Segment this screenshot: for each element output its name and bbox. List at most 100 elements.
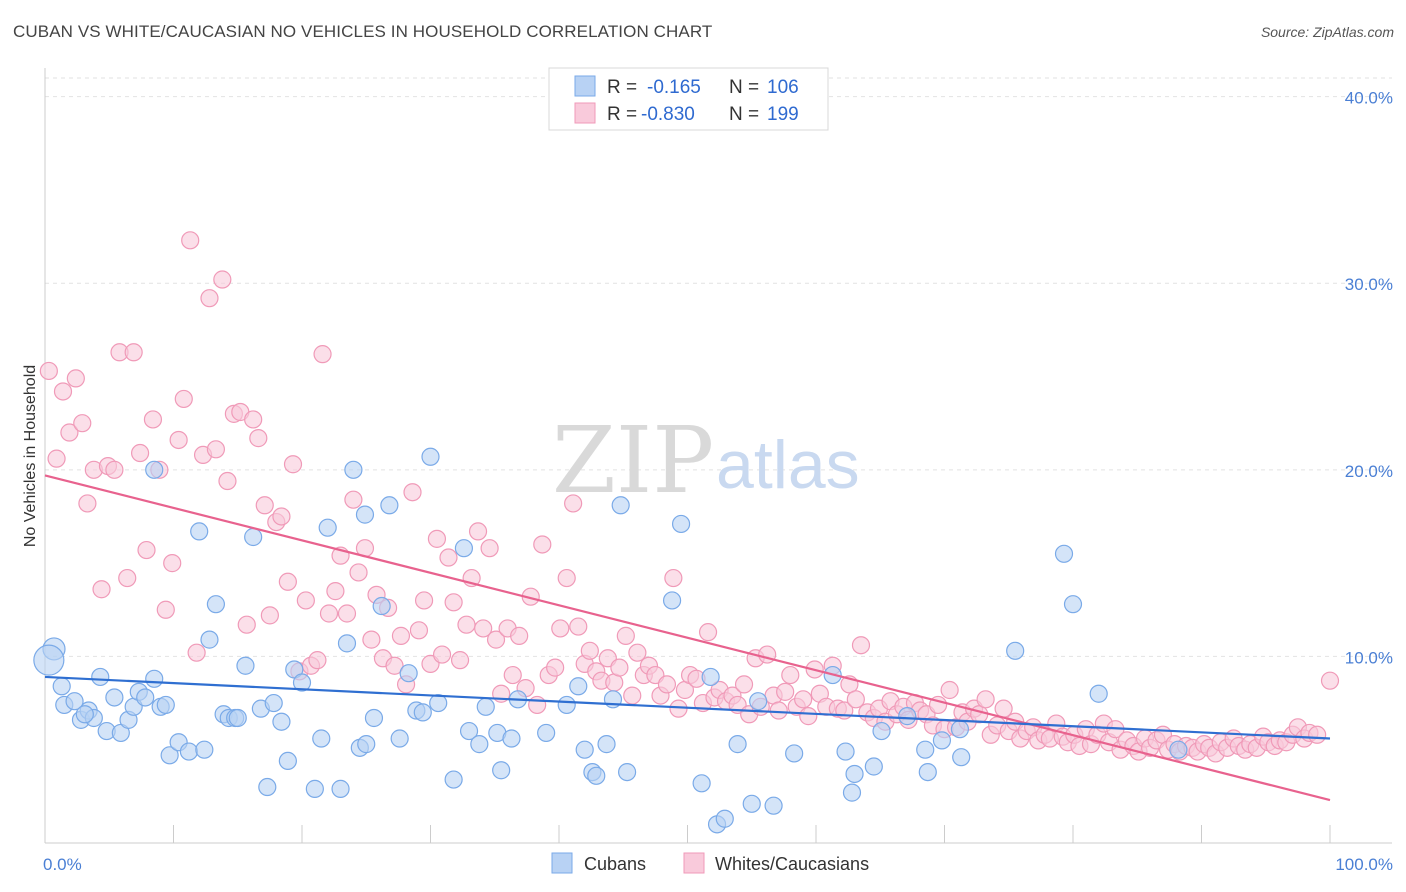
- point-whites: [444, 593, 463, 612]
- point-cubans: [1169, 740, 1188, 759]
- point-cubans: [444, 770, 463, 789]
- point-cubans: [952, 748, 971, 767]
- point-whites: [218, 471, 237, 491]
- point-cubans: [278, 751, 297, 771]
- point-whites: [564, 494, 583, 513]
- point-whites: [313, 345, 332, 364]
- point-whites: [181, 231, 200, 250]
- point-whites: [623, 686, 642, 705]
- y-tick-label: 20.0%: [1345, 462, 1393, 481]
- point-whites: [169, 430, 188, 450]
- point-cubans: [742, 794, 761, 813]
- point-cubans: [413, 703, 432, 722]
- point-whites: [569, 617, 588, 636]
- point-whites: [616, 626, 635, 645]
- y-tick-label: 30.0%: [1345, 275, 1393, 294]
- point-whites: [130, 443, 150, 463]
- point-cubans: [228, 708, 247, 728]
- point-whites: [244, 410, 263, 429]
- point-cubans: [33, 644, 65, 676]
- point-cubans: [611, 496, 630, 515]
- point-cubans: [105, 688, 124, 707]
- legend-r-label-2: R =: [607, 104, 637, 125]
- legend-n-value-2: 199: [767, 104, 799, 125]
- point-whites: [92, 580, 111, 599]
- point-whites: [213, 270, 232, 289]
- legend-n-label-1: N =: [729, 77, 759, 98]
- point-whites: [237, 615, 256, 634]
- x-tick-label-max: 100.0%: [1335, 855, 1393, 874]
- point-cubans: [136, 688, 155, 707]
- point-cubans: [258, 777, 277, 797]
- series-cubans-points: [33, 447, 1188, 834]
- point-cubans: [344, 460, 363, 479]
- point-whites: [468, 522, 488, 541]
- point-whites: [657, 675, 677, 694]
- point-cubans: [785, 744, 804, 763]
- point-whites: [533, 535, 552, 554]
- axes: [44, 68, 1392, 844]
- point-whites: [546, 658, 565, 677]
- point-cubans: [502, 729, 521, 748]
- chart-title: CUBAN VS WHITE/CAUCASIAN NO VEHICLES IN …: [13, 22, 713, 41]
- point-whites: [610, 658, 629, 677]
- legend-n-label-2: N =: [729, 104, 759, 125]
- point-cubans: [337, 634, 357, 653]
- point-cubans: [357, 735, 376, 754]
- point-whites: [510, 626, 529, 645]
- point-cubans: [91, 667, 110, 687]
- point-whites: [308, 651, 327, 670]
- point-cubans: [52, 677, 71, 696]
- point-cubans: [537, 723, 556, 743]
- point-whites: [66, 369, 85, 388]
- point-whites: [105, 460, 124, 479]
- point-whites: [799, 707, 818, 726]
- point-cubans: [399, 664, 418, 683]
- point-cubans: [587, 766, 606, 785]
- point-whites: [187, 643, 206, 662]
- point-whites: [73, 414, 92, 433]
- point-cubans: [75, 705, 94, 724]
- point-whites: [337, 604, 357, 623]
- point-cubans: [1006, 641, 1025, 660]
- point-whites: [480, 539, 499, 558]
- point-whites: [403, 483, 422, 502]
- point-whites: [432, 645, 452, 664]
- point-whites: [769, 701, 788, 720]
- legend-swatch-cubans: [574, 75, 596, 97]
- point-whites: [78, 494, 97, 513]
- point-cubans: [898, 707, 917, 726]
- point-whites: [39, 361, 58, 381]
- point-cubans: [160, 746, 179, 765]
- y-tick-label: 10.0%: [1345, 648, 1393, 667]
- point-cubans: [671, 514, 691, 534]
- point-cubans: [872, 721, 891, 741]
- point-whites: [474, 619, 493, 638]
- grid-lines: [45, 77, 1392, 657]
- point-whites: [344, 490, 363, 509]
- point-whites: [557, 568, 576, 588]
- point-cubans: [331, 779, 350, 798]
- point-cubans: [575, 740, 594, 759]
- point-whites: [486, 630, 506, 649]
- point-whites: [450, 651, 470, 670]
- point-cubans: [318, 518, 337, 537]
- point-whites: [414, 591, 434, 610]
- point-cubans: [190, 522, 209, 541]
- point-whites: [427, 529, 447, 548]
- point-whites: [734, 675, 754, 694]
- point-cubans: [1063, 595, 1083, 614]
- point-cubans: [918, 762, 937, 782]
- point-cubans: [749, 692, 768, 711]
- point-whites: [1320, 671, 1340, 690]
- point-cubans: [1054, 544, 1074, 563]
- point-cubans: [272, 712, 291, 731]
- point-cubans: [836, 742, 855, 761]
- point-whites: [1308, 725, 1327, 744]
- point-cubans: [618, 762, 637, 782]
- point-cubans: [264, 693, 283, 713]
- point-whites: [851, 636, 871, 655]
- point-cubans: [470, 735, 489, 754]
- point-whites: [698, 623, 718, 642]
- point-cubans: [156, 695, 175, 715]
